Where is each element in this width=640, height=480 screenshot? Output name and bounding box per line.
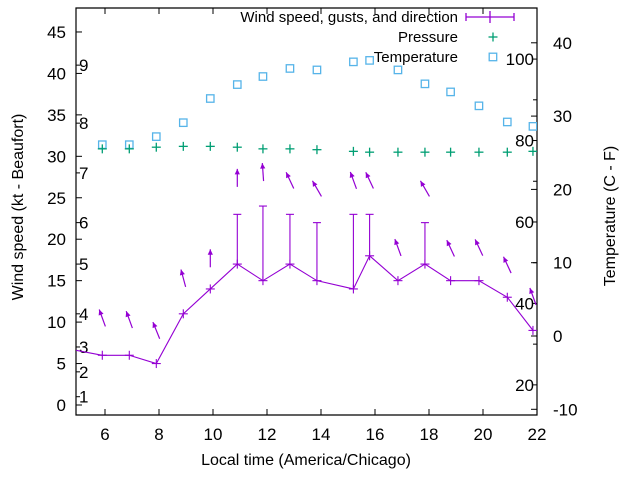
axes xyxy=(75,7,538,416)
y-right-tick-label: 40 xyxy=(553,34,572,53)
wind-errorbar-icon xyxy=(465,11,515,23)
temperature-point xyxy=(151,132,161,141)
arrow-head xyxy=(394,239,400,246)
temperature-point xyxy=(420,79,430,89)
y-left-tick-label: 10 xyxy=(47,313,66,332)
beaufort-label: 9 xyxy=(79,56,88,75)
y-axis-title-left: Wind speed (kt - Beaufort) xyxy=(10,113,27,301)
x-tick-label: 14 xyxy=(312,425,331,444)
arrow-head xyxy=(207,249,213,255)
fahrenheit-label: 20 xyxy=(515,376,534,395)
beaufort-label: 7 xyxy=(79,164,88,183)
arrow-head xyxy=(365,172,371,179)
x-tick-label: 18 xyxy=(420,425,439,444)
fahrenheit-label: 40 xyxy=(515,294,534,313)
y-right-tick-label: 30 xyxy=(553,107,572,126)
temperature-point xyxy=(474,101,484,111)
temperature-point xyxy=(205,94,215,103)
y-left-tick-label: 40 xyxy=(47,64,66,83)
arrow-head xyxy=(260,163,266,169)
y-left-tick-label: 20 xyxy=(47,230,66,249)
legend-label-wind: Wind speed, gusts, and direction xyxy=(240,8,458,26)
y-left-tick-label: 25 xyxy=(47,189,66,208)
x-tick-label: 10 xyxy=(204,425,223,444)
temperature-point xyxy=(502,117,512,127)
arrow-head xyxy=(234,168,240,175)
arrow-head xyxy=(475,239,480,246)
temperature-point xyxy=(365,56,374,65)
x-tick-label: 6 xyxy=(100,425,109,444)
temperature-series xyxy=(97,56,537,150)
beaufort-label: 6 xyxy=(79,214,88,233)
legend-row-wind: Wind speed, gusts, and direction xyxy=(240,7,520,27)
x-axis: 6 8 10 12 14 16 18 20 22 xyxy=(100,8,546,444)
x-tick-label: 20 xyxy=(474,425,493,444)
y-axis-right: -10 0 10 20 30 40 20 40 60 80 100 xyxy=(506,34,578,419)
temperature-point xyxy=(349,57,358,67)
temperature-point xyxy=(285,64,295,73)
arrow-head xyxy=(286,172,291,179)
beaufort-label: 1 xyxy=(79,388,88,407)
fahrenheit-label: 60 xyxy=(515,213,534,232)
beaufort-label: 8 xyxy=(79,114,88,133)
beaufort-label: 5 xyxy=(79,255,88,274)
y-left-tick-label: 35 xyxy=(47,106,66,125)
pressure-series xyxy=(97,141,537,157)
beaufort-label: 4 xyxy=(79,305,88,324)
wind-series xyxy=(76,163,537,369)
x-tick-label: 12 xyxy=(258,425,277,444)
arrow-head xyxy=(152,322,158,329)
temperature-point xyxy=(393,65,403,75)
x-axis-title: Local time (America/Chicago) xyxy=(201,452,411,469)
y-left-tick-label: 45 xyxy=(47,23,66,42)
y-left-tick-label: 15 xyxy=(47,272,66,291)
wind-line xyxy=(76,254,534,365)
legend-label-pressure: Pressure xyxy=(397,28,458,46)
y-right-tick-label: 0 xyxy=(553,327,562,346)
fahrenheit-label: 80 xyxy=(515,132,534,151)
beaufort-label: 3 xyxy=(79,338,88,357)
legend: Wind speed, gusts, and direction Pressur… xyxy=(240,7,520,67)
y-left-tick-label: 30 xyxy=(47,147,66,166)
arrow-head xyxy=(420,180,426,187)
temperature-point xyxy=(312,65,322,75)
temperature-point xyxy=(258,72,268,81)
arrow-head xyxy=(446,240,452,247)
legend-label-temperature: Temperature xyxy=(373,48,458,66)
y-left-tick-label: 0 xyxy=(57,396,66,415)
arrow-head xyxy=(503,256,509,263)
temperature-point xyxy=(446,87,455,97)
x-tick-label: 22 xyxy=(528,425,547,444)
legend-row-pressure: Pressure xyxy=(240,27,520,47)
arrow-head xyxy=(179,269,185,276)
arrow-head xyxy=(125,311,131,318)
y-right-tick-label: -10 xyxy=(553,400,578,419)
beaufort-label: 2 xyxy=(79,363,88,382)
x-tick-label: 8 xyxy=(154,425,163,444)
pressure-plus-icon xyxy=(488,32,498,42)
arrow-head xyxy=(312,180,318,187)
temperature-point xyxy=(178,118,188,128)
x-tick-label: 16 xyxy=(366,425,385,444)
y-right-tick-label: 20 xyxy=(553,180,572,199)
y-right-tick-label: 10 xyxy=(553,254,572,273)
plot-border xyxy=(75,7,538,416)
y-axis-title-right: Temperature (C - F) xyxy=(602,145,619,287)
legend-row-temperature: Temperature xyxy=(240,47,520,67)
fahrenheit-label: 100 xyxy=(506,50,534,69)
arrow-head xyxy=(349,171,355,178)
arrow-head xyxy=(98,309,104,316)
y-left-tick-label: 5 xyxy=(57,355,66,374)
temperature-point xyxy=(528,122,537,131)
series xyxy=(76,56,537,369)
temperature-square-icon xyxy=(488,52,498,62)
temperature-point xyxy=(232,80,242,89)
arrow-head xyxy=(529,287,535,295)
